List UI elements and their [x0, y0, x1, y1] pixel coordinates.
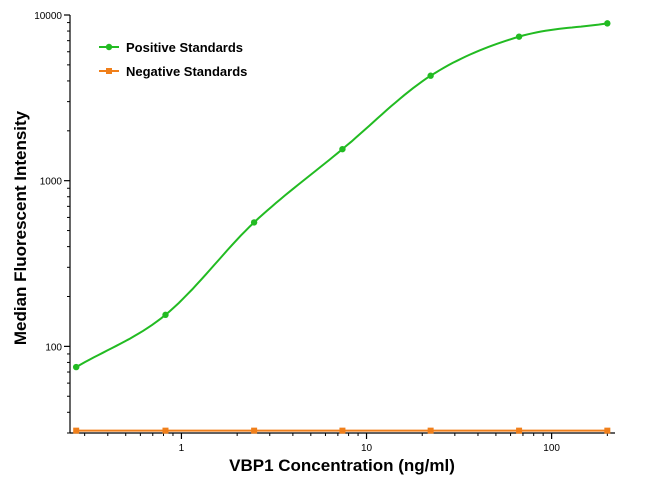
- data-point-circle: [162, 311, 169, 319]
- x-tick-label: 10: [361, 443, 373, 454]
- x-tick-label: 100: [543, 443, 560, 454]
- fit-curves: [75, 22, 608, 432]
- y-tick-label: 100: [45, 342, 62, 353]
- data-point-circle: [72, 363, 80, 371]
- data-point-circle: [515, 33, 523, 40]
- data-point-circle: [604, 20, 611, 27]
- x-axis-title: VBP1 Concentration (ng/ml): [229, 456, 455, 475]
- data-point-square: [339, 427, 346, 434]
- axes: 1 10 100 100 1000 10000: [34, 11, 615, 454]
- data-point-square: [73, 427, 80, 434]
- y-tick-label: 1000: [40, 177, 63, 188]
- legend-marker-circle: [105, 43, 113, 51]
- data-point-square: [604, 427, 611, 434]
- y-tick-label: 10000: [34, 11, 62, 22]
- y-axis-title: Median Fluorescent Intensity: [11, 110, 30, 345]
- legend: Positive Standards Negative Standards: [99, 40, 247, 79]
- data-points: [72, 20, 611, 434]
- data-point-square: [251, 427, 258, 434]
- data-point-square: [516, 427, 523, 434]
- legend-label-1: Negative Standards: [126, 64, 247, 79]
- x-tick-label: 1: [179, 443, 185, 454]
- legend-marker-square: [106, 68, 112, 74]
- data-point-circle: [250, 219, 258, 226]
- data-point-circle: [339, 145, 346, 153]
- data-point-circle: [427, 72, 434, 79]
- legend-label-0: Positive Standards: [126, 40, 243, 55]
- data-point-square: [427, 427, 434, 434]
- data-point-square: [162, 427, 169, 434]
